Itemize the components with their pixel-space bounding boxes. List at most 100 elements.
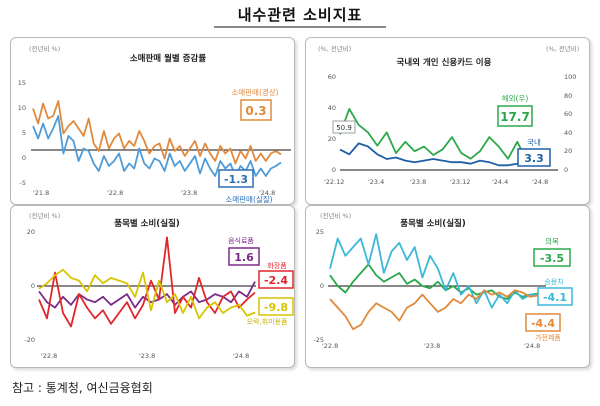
y-tick-label: 60	[328, 73, 336, 81]
y-tick-label: 100	[564, 73, 576, 81]
y-tick-label: 40	[328, 104, 336, 112]
footnote: 참고 : 통계청, 여신금융협회	[12, 381, 153, 395]
y-tick-label: 80	[564, 92, 572, 100]
callout-value-appliance: -4.4	[531, 317, 555, 330]
series-lines	[32, 100, 282, 177]
x-axis-ticks: '22.8 '23.8 '24.8	[41, 352, 249, 360]
callout-box-overseas	[497, 105, 533, 127]
y-tick-label: 15	[18, 79, 26, 87]
y-tick-label: -20	[24, 336, 35, 344]
chart-panel-items-b: (전년비 %) 품목별 소비(실질) 25 0 -25 '22.8 '23.8 …	[305, 205, 590, 368]
series-line-clothing	[329, 263, 539, 300]
x-tick-label: '22.8	[322, 342, 338, 350]
series-line-appliance	[329, 289, 539, 331]
y-tick-label: 40	[564, 129, 572, 137]
y-axis-left-ticks: 60 40 20 0	[328, 73, 336, 174]
series-lines	[329, 233, 539, 331]
series-lines	[38, 236, 256, 328]
callout-box-leisure	[258, 297, 294, 316]
annotation-box	[332, 120, 356, 134]
y-tick-label: -5	[20, 179, 26, 187]
chart-items-a: (전년비 %) 품목별 소비(실질) 20 0 -20 '22.8 '23.8 …	[24, 211, 294, 360]
unit-label-left: (%, 전년비)	[318, 44, 351, 53]
x-axis-ticks: '22.8 '23.8 '24.8	[322, 342, 540, 350]
callout-box-cosmetics	[258, 270, 294, 289]
y-tick-label: 0	[22, 154, 26, 162]
y-axis-ticks: 20 0 -20	[24, 228, 35, 344]
y-axis-ticks: 25 0 -25	[313, 228, 324, 344]
callout-label-nominal: 소매판매(경상)	[231, 87, 278, 97]
y-tick-label: 0	[564, 166, 568, 174]
callout-label-appliance: 가전제품	[535, 333, 561, 342]
callout-box-car	[537, 287, 573, 306]
y-tick-label: 20	[328, 135, 336, 143]
x-tick-label: '24.8	[259, 189, 275, 197]
series-line-real	[32, 115, 282, 177]
x-tick-label: '23.8	[181, 189, 197, 197]
y-tick-label: 10	[18, 104, 26, 112]
chart-title: 품목별 소비(실질)	[400, 218, 466, 229]
x-tick-label: '22.8	[41, 352, 57, 360]
series-line-overseas	[339, 108, 537, 162]
page-title: 내수관련 소비지표	[237, 6, 363, 24]
chart-retail-sales: (전년비 %) 소매판매 월별 증감률 15 10 5 0 -5 '21.8 '…	[18, 44, 291, 204]
callout-value-food: 1.6	[234, 251, 254, 264]
callout-box-clothing	[533, 248, 571, 267]
annotation-value: 50.9	[336, 124, 352, 132]
callout-box-food	[228, 247, 260, 266]
unit-label: (전년비 %)	[320, 211, 351, 220]
callout-label-cosmetics: 화장품	[267, 261, 287, 270]
y-tick-label: 20	[27, 228, 35, 236]
y-tick-label: 0	[31, 282, 35, 290]
unit-label: (전년비 %)	[29, 44, 60, 53]
x-tick-label: '22.8	[107, 189, 123, 197]
callout-label-clothing: 의복	[545, 236, 559, 246]
series-line-food	[38, 281, 256, 309]
callout-box-nominal	[240, 99, 272, 121]
callout-label-overseas: 해외(우)	[502, 93, 529, 103]
callout-value-overseas: 17.7	[500, 110, 530, 124]
series-line-nominal	[32, 100, 282, 165]
y-tick-label: 20	[564, 147, 572, 155]
y-tick-label: -25	[313, 336, 324, 344]
chart-credit-card: (%, 전년비) (%, 전년비) 국내외 개인 신용카드 이용 60 40 2…	[318, 44, 579, 186]
y-axis-right-ticks: 100 80 60 40 20 0	[564, 73, 576, 174]
x-tick-label: '21.8	[33, 189, 49, 197]
chart-panel-items-a: (전년비 %) 품목별 소비(실질) 20 0 -20 '22.8 '23.8 …	[10, 205, 295, 368]
callout-value-clothing: -3.5	[540, 252, 564, 265]
series-line-domestic	[339, 142, 537, 167]
chart-title: 소매판매 월별 증감률	[130, 53, 206, 64]
x-tick-label: '23.8	[410, 178, 426, 186]
callout-box-appliance	[525, 313, 561, 332]
callout-box-domestic	[517, 148, 551, 167]
callout-box-real	[218, 169, 254, 188]
chart-title: 품목별 소비(실질)	[114, 218, 180, 229]
chart-title: 국내외 개인 신용카드 이용	[397, 57, 492, 68]
callout-value-cosmetics: -2.4	[264, 274, 288, 287]
callout-value-real: -1.3	[224, 173, 248, 186]
y-tick-label: 60	[564, 110, 572, 118]
x-tick-label: '23.4	[368, 178, 384, 186]
x-tick-label: '23.8	[139, 352, 155, 360]
callout-value-car: -4.1	[543, 291, 567, 304]
x-tick-label: '22.12	[324, 178, 344, 186]
x-tick-label: '23.12	[450, 178, 470, 186]
x-tick-label: '23.8	[424, 342, 440, 350]
y-tick-label: 25	[316, 228, 324, 236]
callout-label-real: 소매판매(실질)	[225, 194, 272, 204]
x-axis-ticks: '21.8 '22.8 '23.8 '24.8	[33, 189, 275, 197]
chart-panel-credit-card: (%, 전년비) (%, 전년비) 국내외 개인 신용카드 이용 60 40 2…	[305, 37, 590, 205]
callout-value-domestic: 3.3	[524, 152, 544, 165]
callout-label-car: 승용차	[544, 277, 564, 286]
callout-label-food: 음식료품	[228, 236, 254, 245]
series-line-car	[329, 233, 539, 309]
x-tick-label: '24.8	[532, 178, 548, 186]
title-underline	[214, 26, 386, 28]
x-tick-label: '24.8	[233, 352, 249, 360]
y-tick-label: 5	[22, 129, 26, 137]
unit-label: (전년비 %)	[29, 211, 60, 220]
series-lines	[339, 108, 537, 167]
x-axis-ticks: '22.12 '23.4 '23.8 '23.12 '24.4 '24.8	[324, 178, 548, 186]
callout-value-nominal: 0.3	[245, 104, 266, 118]
y-tick-label: 0	[320, 282, 324, 290]
